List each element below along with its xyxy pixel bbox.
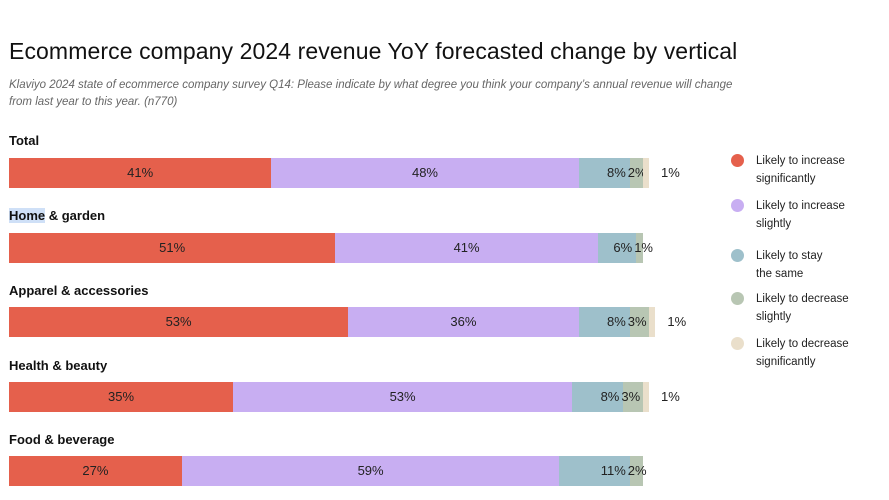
data-label: 8%	[606, 314, 626, 329]
legend-label-line: Likely to increase	[756, 200, 845, 212]
chart-subtitle: Klaviyo 2024 state of ecommerce company …	[9, 79, 733, 108]
data-label: 3%	[627, 314, 647, 329]
bar-segment	[9, 382, 233, 412]
legend-label-line: significantly	[756, 356, 816, 368]
data-label: 48%	[411, 165, 438, 180]
legend-label: Likely to decrease significantly	[756, 335, 884, 371]
bar-segment	[9, 158, 272, 188]
bar-segment	[9, 307, 349, 337]
legend-swatch	[731, 337, 744, 350]
bar-segment	[578, 158, 630, 188]
bar-segment	[642, 158, 649, 188]
legend-swatch	[731, 249, 744, 262]
bar-segment	[335, 233, 598, 263]
data-label: 1%	[661, 165, 680, 180]
data-label: 2%	[627, 165, 647, 180]
bar-segment	[233, 382, 573, 412]
legend-label-line: the same	[756, 268, 804, 280]
data-label: 2%	[627, 463, 647, 478]
data-label: 1%	[661, 389, 680, 404]
bar-segment	[572, 382, 624, 412]
chart-title: Ecommerce company 2024 revenue YoY forec…	[9, 38, 738, 64]
data-label: 1%	[634, 240, 653, 255]
bar-segment	[649, 307, 656, 337]
bar-segment	[559, 456, 630, 486]
legend-label: Likely to decrease slightly	[756, 290, 884, 326]
data-label: 8%	[606, 165, 626, 180]
category-label: Health & beauty	[9, 358, 108, 373]
bar-segment	[181, 456, 560, 486]
data-label: 41%	[127, 165, 154, 180]
bar-segment	[578, 307, 630, 337]
bar-segment	[623, 382, 643, 412]
bar-segment	[629, 456, 643, 486]
bar-segment	[597, 233, 637, 263]
bar-row: 53% 36% 8% 3% 1%	[9, 307, 686, 337]
data-label: 36%	[450, 314, 477, 329]
bar-segment	[629, 307, 649, 337]
bar-segment	[636, 233, 643, 263]
bar-row: 35% 53% 8% 3% 1%	[9, 382, 680, 412]
bar-row: 51% 41% 6% 1%	[9, 233, 653, 263]
bar-segment	[271, 158, 579, 188]
category-label: Apparel & accessories	[9, 283, 149, 298]
legend-label-line: slightly	[756, 218, 792, 230]
legend-swatch	[731, 199, 744, 212]
bar-segment	[348, 307, 579, 337]
bar-segment	[629, 158, 643, 188]
legend-label-line: Likely to stay	[756, 250, 823, 262]
data-label: 1%	[667, 314, 687, 329]
data-label: 35%	[107, 389, 135, 404]
data-label: 59%	[357, 463, 384, 478]
legend-label: Likely to stay the same	[756, 247, 884, 283]
legend-label: Likely to increase significantly	[756, 152, 884, 188]
data-label: 8%	[600, 389, 620, 404]
category-label: Food & beverage	[9, 432, 115, 447]
bar-segment	[9, 233, 336, 263]
data-label: 41%	[453, 240, 480, 255]
legend-swatch	[731, 292, 744, 305]
bar-segment	[9, 456, 182, 486]
data-label: 27%	[82, 463, 109, 478]
data-label: 3%	[621, 389, 641, 404]
data-label: 53%	[389, 389, 416, 404]
data-label: 51%	[159, 240, 186, 255]
bar-segment	[642, 382, 649, 412]
legend-label-line: significantly	[756, 173, 816, 185]
bar-row: 41% 48% 8% 2% 1%	[9, 158, 680, 188]
legend-label-line: slightly	[756, 311, 792, 323]
legend-label-line: Likely to decrease	[756, 338, 849, 350]
data-label: 6%	[613, 240, 633, 255]
data-label: 53%	[165, 314, 192, 329]
bar-row: 27% 59% 11% 2%	[9, 456, 649, 486]
category-label: Total	[9, 133, 40, 148]
legend-label: Likely to increase slightly	[756, 197, 884, 233]
legend-swatch	[731, 154, 744, 167]
category-label: Home & garden	[9, 208, 106, 223]
legend-label-line: Likely to increase	[756, 155, 845, 167]
data-label: 11%	[600, 463, 626, 478]
legend-label-line: Likely to decrease	[756, 293, 849, 305]
